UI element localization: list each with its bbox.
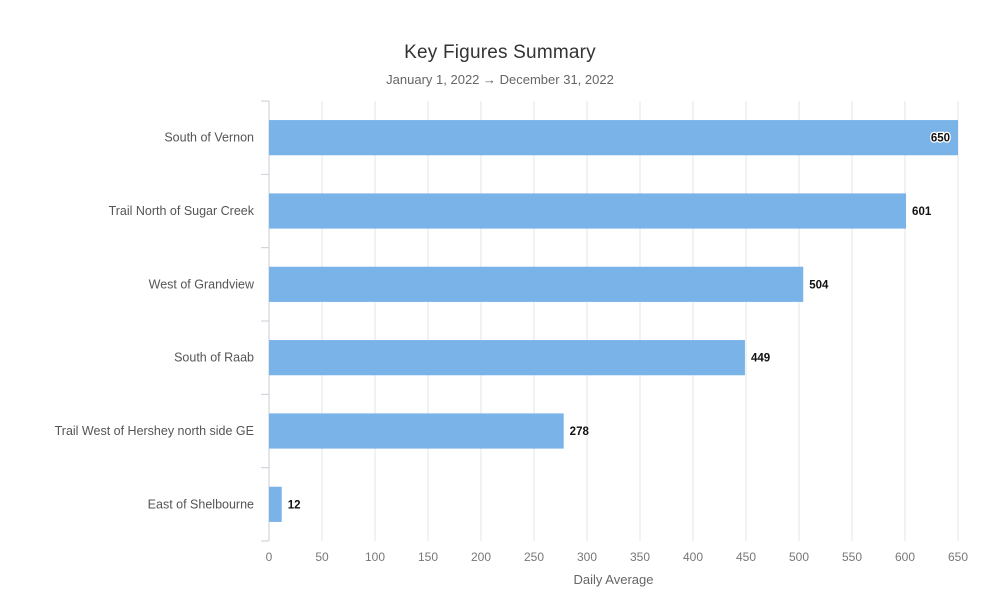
x-tick-label: 0 — [266, 550, 273, 564]
category-label: West of Grandview — [149, 277, 255, 291]
bar — [269, 193, 907, 229]
bars — [269, 120, 958, 522]
category-label: South of Raab — [174, 351, 254, 365]
x-tick-label: 650 — [948, 550, 968, 564]
data-label: 504 — [809, 279, 829, 291]
x-tick-label: 50 — [315, 550, 329, 564]
grid-lines — [261, 100, 959, 542]
category-label: South of Vernon — [164, 131, 254, 145]
bar — [269, 340, 745, 376]
bar — [269, 266, 804, 302]
data-label: 278 — [570, 426, 590, 438]
chart-subtitle: January 1, 2022 → December 31, 2022 — [386, 72, 614, 87]
category-label: Trail West of Hershey north side GE — [55, 424, 254, 438]
x-axis-title: Daily Average — [574, 572, 654, 587]
data-label: 601 — [912, 206, 932, 218]
data-label: 650 — [931, 133, 950, 145]
labels: 0 50 100 150 200 250 300 350 400 450 500 550 600 650 S… — [55, 131, 969, 564]
x-tick-label: 100 — [365, 550, 385, 564]
data-label: 449 — [751, 353, 770, 365]
x-tick-label: 400 — [683, 550, 703, 564]
x-tick-label: 600 — [895, 550, 915, 564]
x-tick-label: 550 — [842, 550, 862, 564]
x-tick-label: 350 — [630, 550, 650, 564]
category-label: East of Shelbourne — [148, 497, 254, 511]
x-tick-label: 200 — [471, 550, 491, 564]
x-tick-label: 300 — [577, 550, 597, 564]
x-tick-label: 150 — [418, 550, 438, 564]
chart-title: Key Figures Summary — [404, 42, 596, 63]
x-tick-label: 500 — [789, 550, 809, 564]
x-tick-label: 250 — [524, 550, 544, 564]
bar — [269, 413, 564, 449]
bar — [269, 486, 282, 522]
data-label: 12 — [288, 499, 301, 511]
category-label: Trail North of Sugar Creek — [109, 204, 255, 218]
bar — [269, 120, 958, 156]
x-tick-label: 450 — [736, 550, 756, 564]
